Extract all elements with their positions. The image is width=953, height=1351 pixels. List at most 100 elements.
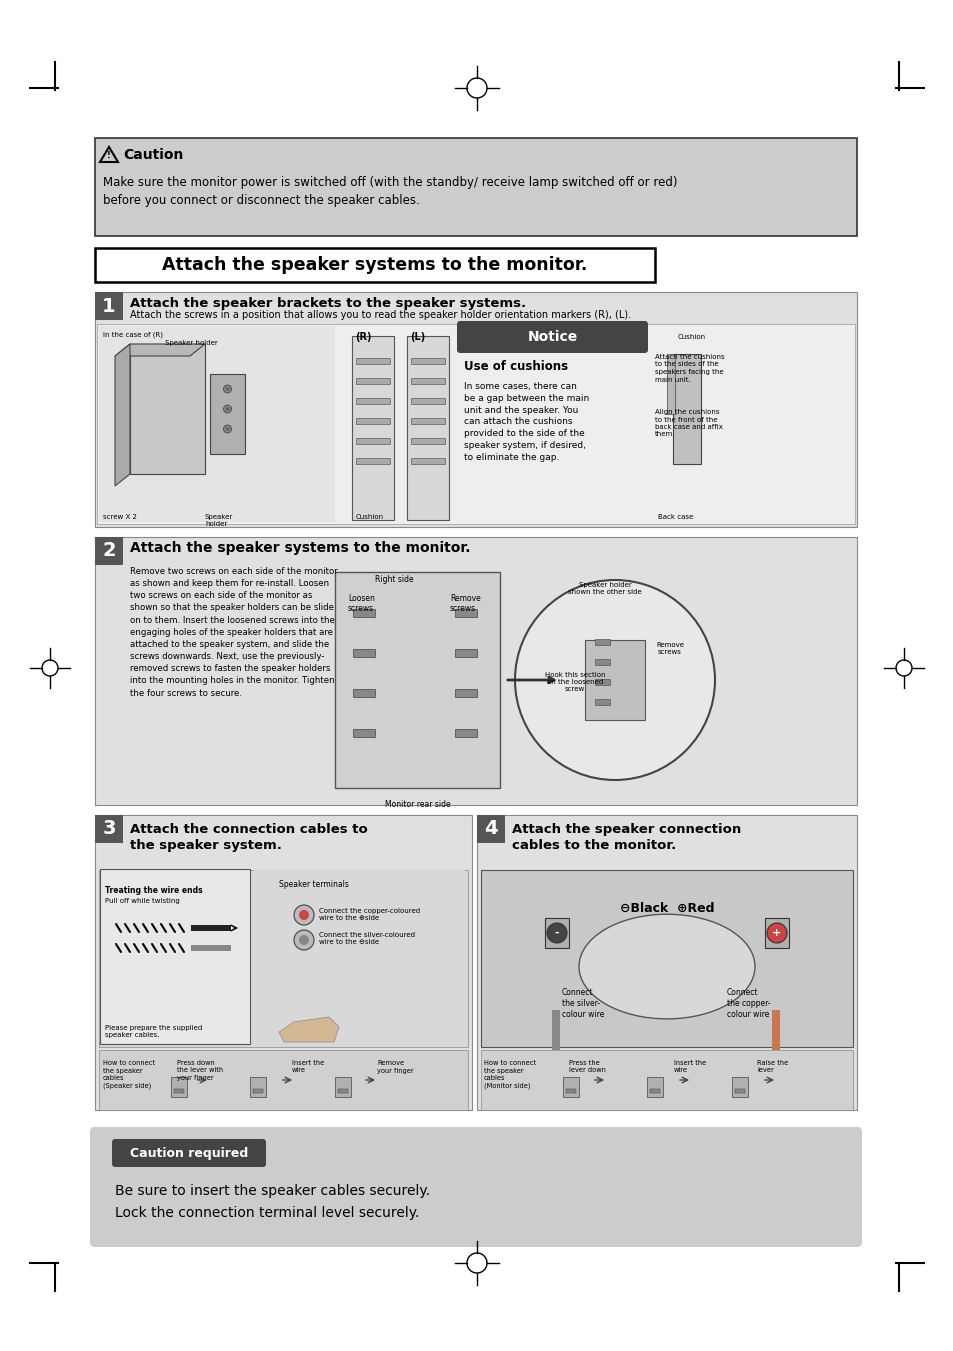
- Text: (L): (L): [410, 332, 425, 342]
- Bar: [411, 358, 444, 363]
- Text: Attach the speaker systems to the monitor.: Attach the speaker systems to the monito…: [130, 540, 470, 555]
- Bar: [355, 378, 390, 384]
- FancyBboxPatch shape: [99, 1050, 468, 1111]
- FancyBboxPatch shape: [90, 1127, 862, 1247]
- FancyBboxPatch shape: [476, 815, 856, 1111]
- Bar: [173, 1089, 184, 1093]
- Bar: [584, 640, 644, 720]
- Bar: [352, 336, 394, 520]
- Text: Make sure the monitor power is switched off (with the standby/ receive lamp swit: Make sure the monitor power is switched …: [103, 176, 677, 207]
- Polygon shape: [115, 345, 130, 486]
- Text: Connect
the silver-
colour wire: Connect the silver- colour wire: [561, 988, 604, 1019]
- Text: How to connect
the speaker
cables
(Speaker side): How to connect the speaker cables (Speak…: [103, 1061, 154, 1089]
- Text: Use of cushions: Use of cushions: [463, 359, 568, 373]
- Bar: [355, 458, 390, 463]
- Bar: [411, 417, 444, 424]
- Text: Notice: Notice: [527, 330, 577, 345]
- Bar: [649, 1089, 659, 1093]
- Text: Attach the screws in a position that allows you to read the speaker holder orien: Attach the screws in a position that all…: [130, 309, 631, 320]
- Circle shape: [223, 385, 232, 393]
- Text: In some cases, there can
be a gap between the main
unit and the speaker. You
can: In some cases, there can be a gap betwee…: [463, 382, 589, 462]
- Text: Cushion: Cushion: [355, 513, 384, 520]
- Text: (R): (R): [355, 332, 371, 342]
- Text: +: +: [772, 928, 781, 938]
- Bar: [355, 358, 390, 363]
- Circle shape: [766, 923, 786, 943]
- Bar: [565, 1089, 576, 1093]
- Text: Attach the speaker connection
cables to the monitor.: Attach the speaker connection cables to …: [512, 823, 740, 852]
- Text: Connect the silver-coloured
wire to the ⊖side: Connect the silver-coloured wire to the …: [318, 932, 415, 946]
- Text: Remove two screws on each side of the monitor
as shown and keep them for re-inst: Remove two screws on each side of the mo…: [130, 567, 337, 697]
- FancyBboxPatch shape: [480, 870, 852, 1047]
- FancyBboxPatch shape: [95, 815, 472, 1111]
- Text: Insert the
wire: Insert the wire: [673, 1061, 705, 1074]
- Bar: [455, 730, 476, 738]
- Bar: [666, 354, 675, 413]
- Bar: [595, 639, 609, 644]
- Bar: [455, 609, 476, 617]
- Bar: [476, 815, 504, 843]
- Polygon shape: [278, 1017, 338, 1042]
- FancyBboxPatch shape: [99, 870, 468, 1047]
- Text: Attach the cushions
to the sides of the
speakers facing the
main unit.: Attach the cushions to the sides of the …: [655, 354, 724, 382]
- Bar: [355, 399, 390, 404]
- Circle shape: [294, 929, 314, 950]
- Bar: [411, 438, 444, 444]
- Bar: [407, 336, 449, 520]
- Text: Speaker holder
shown the other side: Speaker holder shown the other side: [568, 582, 641, 594]
- Bar: [731, 1077, 747, 1097]
- Text: Caution required: Caution required: [130, 1147, 248, 1159]
- Text: screw X 2: screw X 2: [103, 513, 136, 520]
- Text: 4: 4: [484, 820, 497, 839]
- Text: Connect
the copper-
colour wire: Connect the copper- colour wire: [726, 988, 770, 1019]
- Bar: [355, 438, 390, 444]
- Bar: [771, 1011, 780, 1050]
- FancyBboxPatch shape: [456, 322, 647, 353]
- Text: Pull off while twisting: Pull off while twisting: [105, 898, 179, 904]
- Bar: [191, 925, 231, 931]
- Polygon shape: [115, 345, 205, 357]
- Bar: [191, 944, 231, 951]
- Bar: [734, 1089, 744, 1093]
- Bar: [595, 659, 609, 665]
- Text: -: -: [554, 928, 558, 938]
- FancyBboxPatch shape: [100, 869, 250, 1044]
- Bar: [335, 1077, 351, 1097]
- Bar: [411, 399, 444, 404]
- Text: Caution: Caution: [123, 149, 183, 162]
- Text: Speaker: Speaker: [205, 513, 233, 520]
- FancyBboxPatch shape: [480, 1050, 852, 1111]
- FancyBboxPatch shape: [95, 249, 655, 282]
- Bar: [672, 354, 700, 463]
- Text: holder: holder: [205, 521, 227, 527]
- Circle shape: [223, 405, 232, 413]
- Text: 2: 2: [102, 542, 115, 561]
- Bar: [595, 698, 609, 705]
- Bar: [353, 648, 375, 657]
- Bar: [764, 917, 788, 948]
- Bar: [552, 1011, 559, 1050]
- Text: Right side: Right side: [375, 576, 414, 584]
- FancyBboxPatch shape: [95, 536, 856, 805]
- FancyBboxPatch shape: [253, 870, 464, 1047]
- Polygon shape: [130, 345, 205, 474]
- Bar: [646, 1077, 662, 1097]
- Bar: [253, 1089, 263, 1093]
- Text: Attach the speaker brackets to the speaker systems.: Attach the speaker brackets to the speak…: [130, 296, 525, 309]
- Text: Please prepare the supplied
speaker cables.: Please prepare the supplied speaker cabl…: [105, 1025, 202, 1039]
- Text: Speaker terminals: Speaker terminals: [278, 880, 349, 889]
- Bar: [411, 378, 444, 384]
- Bar: [562, 1077, 578, 1097]
- Text: In the case of (R): In the case of (R): [103, 332, 163, 339]
- Ellipse shape: [578, 915, 754, 1019]
- Circle shape: [225, 427, 230, 431]
- Circle shape: [515, 580, 714, 780]
- Bar: [353, 730, 375, 738]
- Text: Attach the connection cables to
the speaker system.: Attach the connection cables to the spea…: [130, 823, 367, 852]
- Bar: [595, 680, 609, 685]
- Text: Hook this section
on the loosened
screw: Hook this section on the loosened screw: [544, 671, 604, 692]
- Bar: [250, 1077, 266, 1097]
- Text: Monitor rear side: Monitor rear side: [384, 800, 450, 809]
- Bar: [337, 1089, 348, 1093]
- Circle shape: [298, 911, 309, 920]
